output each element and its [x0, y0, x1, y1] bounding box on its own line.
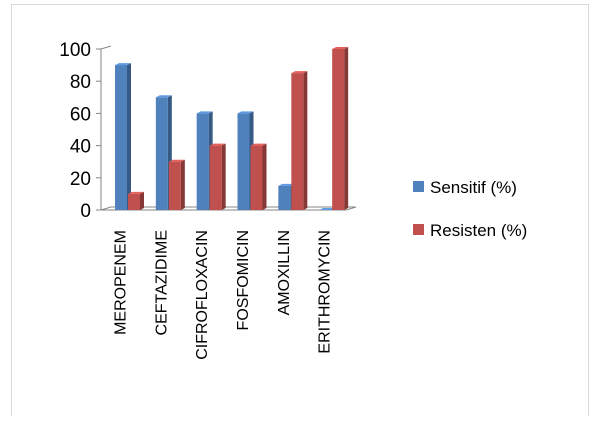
- bar: [332, 49, 345, 210]
- labels: 0 20 40 60 80 100 MEROPENEM CEFTAZIDIME CIFROFLO…: [59, 40, 333, 360]
- legend-label: Resisten (%): [430, 221, 527, 240]
- y-tick-label: 0: [80, 201, 91, 222]
- axes: [96, 45, 357, 211]
- bar-side: [344, 47, 349, 210]
- y-tick-label: 80: [70, 72, 91, 93]
- bar: [278, 185, 291, 210]
- y-tick-label: 60: [70, 104, 91, 125]
- y-tick-label: 20: [70, 169, 91, 190]
- bar-top: [237, 111, 254, 114]
- x-category-label: CEFTAZIDIME: [153, 230, 170, 335]
- bar-top: [250, 143, 267, 146]
- x-category-label: MEROPENEM: [112, 230, 129, 335]
- bar-top: [196, 111, 213, 114]
- bar-top: [319, 208, 336, 210]
- bar-top: [278, 183, 295, 186]
- bar: [155, 97, 168, 210]
- y-tick-label: 40: [70, 137, 91, 158]
- bar-top: [209, 143, 226, 146]
- bar-top: [155, 95, 172, 98]
- bar-side: [180, 159, 185, 210]
- x-category-label: CIFROFLOXACIN: [194, 230, 211, 360]
- x-category-label: ERITHROMYCIN: [317, 230, 334, 354]
- bar: [128, 193, 140, 210]
- bars: [115, 47, 349, 211]
- chart-frame: [11, 4, 589, 416]
- x-category-label: FOSFOMICIN: [235, 230, 252, 330]
- bar: [250, 145, 263, 210]
- bar: [196, 113, 209, 210]
- bar-top: [115, 63, 131, 66]
- bar-side: [140, 191, 144, 210]
- bar-side: [221, 143, 226, 210]
- bar-top: [332, 47, 349, 49]
- legend: Sensitif (%) Resisten (%): [413, 178, 527, 240]
- bar: [291, 73, 304, 211]
- legend-swatch: [413, 181, 424, 192]
- bar-top: [168, 159, 185, 162]
- bar: [168, 161, 181, 210]
- bar-side: [127, 63, 131, 210]
- bar: [115, 65, 127, 210]
- x-axis-floor: [100, 206, 357, 211]
- x-category-label: AMOXILLIN: [276, 230, 293, 315]
- legend-label: Sensitif (%): [430, 178, 517, 197]
- bar-side: [303, 71, 308, 211]
- y-axis-depth: [100, 45, 112, 50]
- bar: [237, 113, 250, 210]
- legend-swatch: [413, 224, 424, 235]
- bar-top: [291, 71, 308, 74]
- y-tick-label: 100: [59, 40, 91, 61]
- bar-top: [128, 191, 144, 194]
- bar-side: [262, 143, 267, 210]
- bar: [209, 145, 222, 210]
